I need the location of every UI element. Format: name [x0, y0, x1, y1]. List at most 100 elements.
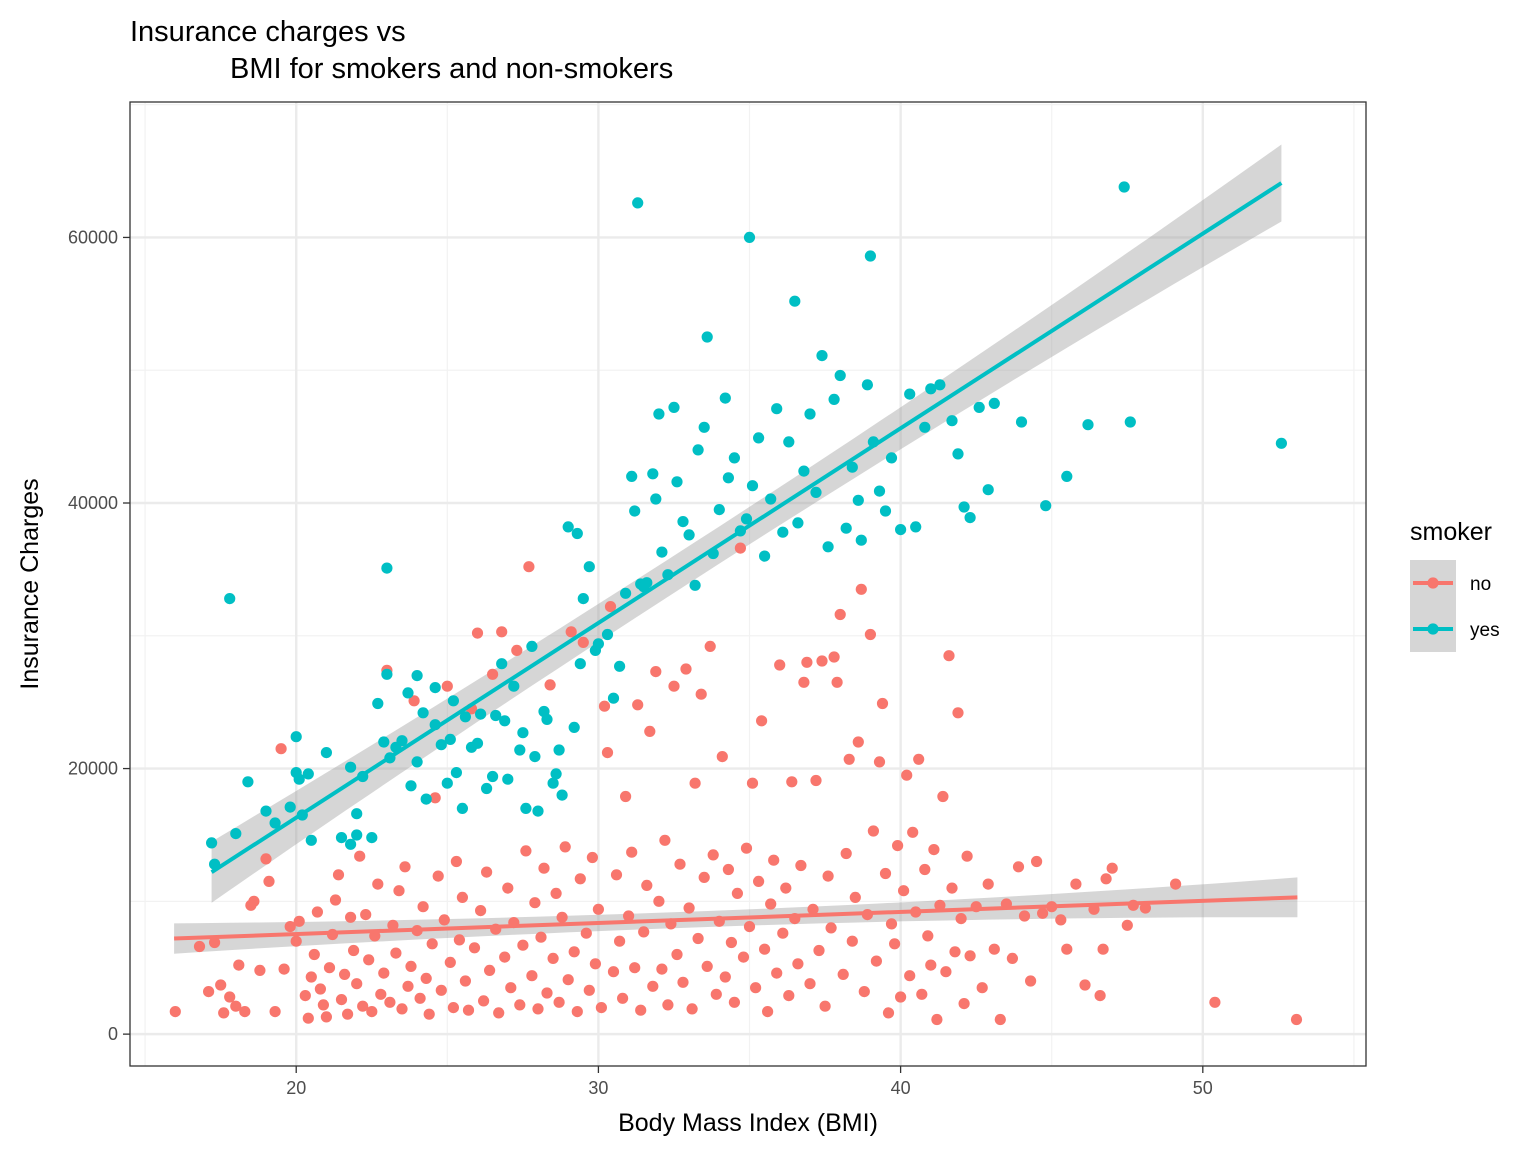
data-point-yes: [435, 739, 447, 751]
data-point-yes: [746, 480, 759, 492]
data-point-no: [538, 862, 550, 874]
data-point-no: [719, 971, 731, 983]
data-point-no: [662, 999, 674, 1011]
data-point-no: [1094, 990, 1106, 1002]
data-point-no: [1006, 952, 1019, 965]
data-point-yes: [904, 388, 916, 400]
data-point-yes: [242, 776, 254, 788]
data-point-no: [305, 971, 317, 983]
data-point-no: [1055, 914, 1067, 926]
data-point-no: [414, 992, 426, 1004]
data-point-yes: [701, 331, 713, 343]
data-point-no: [1139, 902, 1151, 914]
data-point-yes: [487, 770, 499, 783]
data-point-no: [505, 982, 517, 994]
data-point-no: [994, 1013, 1006, 1026]
data-point-no: [320, 1011, 332, 1023]
data-point-no: [1100, 873, 1112, 885]
data-point-no: [946, 882, 958, 894]
data-point-no: [447, 1002, 459, 1014]
data-point-yes: [946, 415, 958, 427]
data-point-no: [931, 1013, 943, 1026]
data-point-no: [290, 935, 302, 947]
data-point-no: [193, 940, 206, 953]
data-point-yes: [1275, 437, 1287, 449]
data-point-no: [728, 996, 741, 1008]
data-point-yes: [293, 773, 305, 785]
data-point-no: [698, 871, 710, 884]
legend-key-point-no: [1427, 577, 1439, 589]
data-point-no: [308, 948, 320, 961]
x-tick-label: 40: [891, 1078, 911, 1098]
data-point-yes: [381, 562, 393, 574]
data-point-no: [958, 998, 970, 1010]
data-point-no: [925, 959, 937, 971]
data-point-yes: [828, 393, 840, 405]
data-point-no: [982, 878, 994, 890]
data-point-no: [716, 751, 728, 763]
data-point-no: [396, 1003, 408, 1015]
data-point-yes: [417, 707, 429, 719]
data-point-no: [532, 1003, 544, 1015]
data-point-no: [550, 887, 562, 900]
data-point-no: [774, 659, 786, 671]
data-point-yes: [351, 808, 363, 820]
data-point-no: [1079, 979, 1091, 991]
data-point-no: [496, 626, 508, 638]
y-axis-title: Insurance Charges: [16, 478, 44, 689]
data-point-yes: [320, 747, 332, 759]
data-point-yes: [396, 735, 408, 747]
data-point-no: [885, 918, 898, 930]
data-point-yes: [517, 727, 529, 739]
data-point-yes: [647, 468, 659, 480]
data-point-no: [514, 999, 526, 1011]
data-point-no: [629, 962, 641, 974]
data-point-no: [725, 936, 738, 949]
data-point-no: [1025, 975, 1037, 987]
data-point-yes: [305, 834, 317, 846]
data-point-yes: [855, 534, 867, 546]
data-point-no: [879, 867, 892, 880]
data-point-no: [299, 990, 311, 1002]
regression-lines: [174, 181, 1298, 941]
data-point-no: [1290, 1013, 1303, 1026]
data-point-no: [348, 944, 360, 957]
data-point-yes: [934, 379, 946, 391]
data-point-no: [870, 955, 883, 967]
data-point-no: [459, 975, 471, 987]
regression-line-no: [174, 895, 1298, 941]
data-point-no: [487, 668, 499, 680]
data-point-yes: [447, 695, 459, 707]
data-point-no: [750, 982, 762, 994]
data-point-no: [949, 946, 961, 958]
data-point-no: [988, 943, 1000, 955]
data-point-yes: [810, 486, 822, 498]
legend-label-no: no: [1470, 574, 1491, 595]
data-point-no: [734, 542, 747, 554]
data-point-yes: [335, 832, 348, 844]
data-point-no: [674, 858, 686, 870]
data-point-yes: [677, 516, 689, 528]
data-point-yes: [532, 805, 544, 817]
data-point-no: [632, 699, 644, 711]
data-point-no: [913, 753, 925, 765]
data-point-yes: [964, 511, 976, 524]
data-point-yes: [444, 733, 456, 746]
data-point-no: [858, 986, 870, 998]
data-point-yes: [864, 250, 877, 262]
data-point-no: [855, 583, 867, 595]
data-point-no: [520, 845, 532, 857]
data-point-yes: [846, 461, 858, 473]
legend-label-yes: yes: [1470, 620, 1500, 641]
data-point-no: [335, 994, 348, 1006]
data-point-no: [710, 988, 722, 1000]
data-point-yes: [459, 711, 471, 723]
data-point-no: [901, 769, 913, 781]
data-point-no: [408, 695, 420, 707]
data-point-no: [224, 991, 236, 1003]
data-point-no: [898, 885, 910, 897]
data-point-no: [976, 982, 988, 994]
data-point-no: [568, 946, 580, 958]
data-point-yes: [952, 448, 964, 460]
